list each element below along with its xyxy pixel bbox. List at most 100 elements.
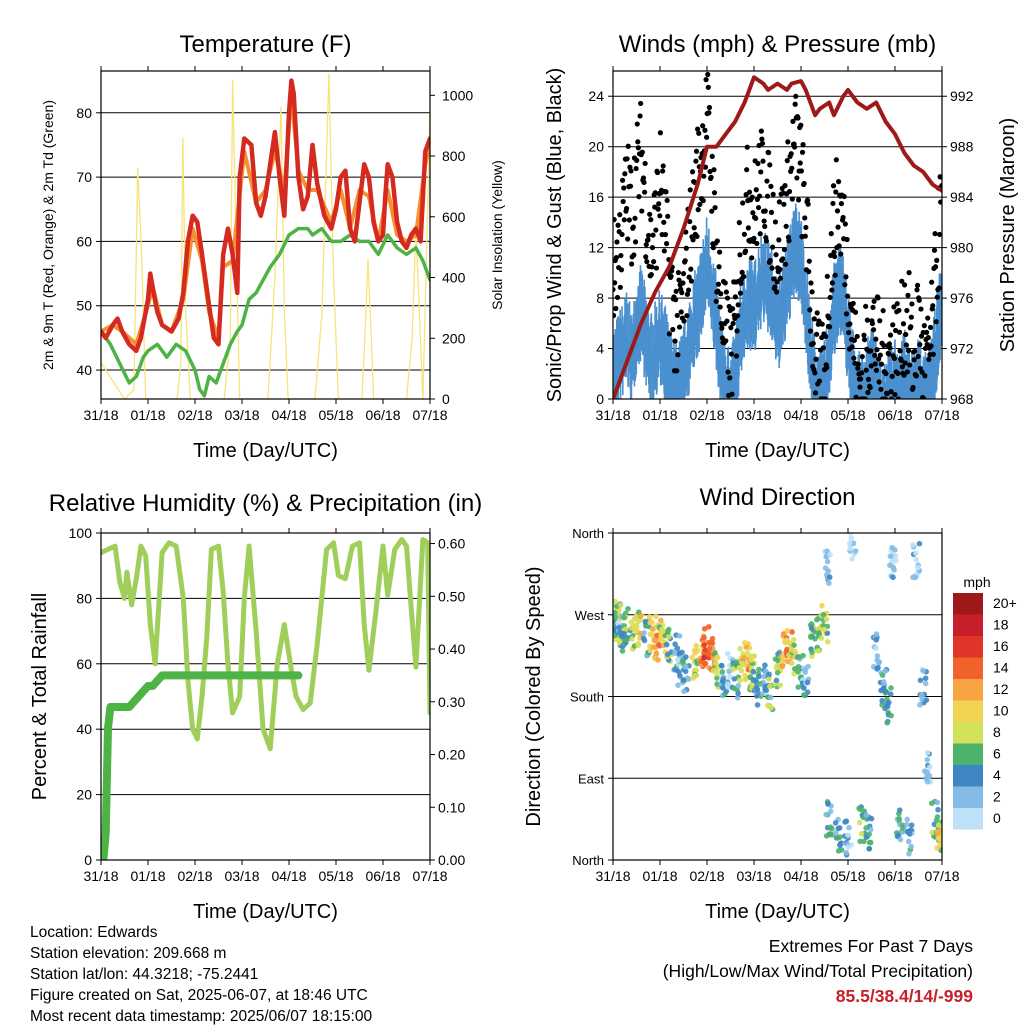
gust-point [709,153,715,160]
y-axis-label: Direction (Colored By Speed) [523,566,545,826]
gust-point [914,282,921,288]
gust-point [786,188,793,195]
gust-point [656,201,662,207]
legend-label: 6 [993,746,1001,762]
gust-point [859,370,865,376]
gust-point [762,208,768,214]
direction-point [779,658,786,665]
gust-point [661,219,667,225]
humidity-panel: 0 20 40 60 80 100 0.00 0.10 0.20 0.30 0.40 0.50 0.60… [29,490,482,923]
direction-point [888,685,894,691]
x-tick-label: 07/18 [412,407,447,423]
gust-point [734,328,740,334]
x-tick-label: 01/18 [130,868,165,884]
gust-point [663,189,669,195]
gust-point [889,373,895,379]
y2-tick-label: 0.50 [438,588,465,604]
direction-point [867,826,874,833]
gust-point [757,193,763,199]
gust-point [704,134,710,140]
gust-point [861,337,868,343]
y-tick-label: 80 [76,105,92,121]
direction-point [706,645,713,652]
direction-point [918,692,925,699]
gust-point [867,385,873,391]
gust-point [776,199,782,205]
panel-title: Relative Humidity (%) & Precipitation (i… [49,490,482,517]
gust-point [648,217,654,223]
legend-swatch [953,722,983,744]
gust-point [914,287,920,293]
x-tick-label: 05/18 [318,407,353,423]
direction-point [873,645,879,652]
gust-point [925,334,931,341]
y2-tick-label: 1000 [442,87,473,103]
direction-point [741,654,748,661]
gust-point [792,101,798,107]
panel-title: Winds (mph) & Pressure (mb) [619,31,936,58]
gust-point [882,396,889,399]
gust-point [829,287,835,293]
gust-point [705,84,711,90]
direction-point [816,631,822,637]
gust-point [649,244,656,251]
temp-9m-line [101,91,430,347]
gust-point [614,239,620,245]
gust-point [729,391,735,397]
gust-point [735,313,741,319]
gust-point [864,317,870,323]
gust-point [635,139,641,145]
y2-tick-label: 988 [950,139,974,155]
direction-point [772,656,779,662]
direction-point [809,653,815,659]
x-tick-label: 01/18 [642,407,677,423]
gust-point [764,193,771,199]
gust-point [706,104,713,111]
gust-point [745,225,751,231]
gust-point [670,326,676,333]
gust-point [619,231,625,238]
gust-point [732,294,738,300]
x-tick-label: 06/18 [877,407,912,423]
direction-point [822,565,829,571]
x-tick-label: 03/18 [224,868,259,884]
direction-point [826,580,832,587]
gust-point [662,231,669,238]
gust-point [872,352,878,358]
gust-point [718,291,724,297]
gust-point [641,189,648,195]
gust-point [896,329,903,335]
direction-point [625,606,631,612]
direction-point [906,851,912,857]
x-tick-label: 03/18 [736,407,771,423]
y2-tick-label: 980 [950,240,974,256]
gust-point [625,236,631,242]
direction-point [682,663,689,670]
gust-point [908,324,914,330]
gust-point [790,118,796,124]
direction-point [731,685,738,692]
direction-point [826,831,833,838]
y2-tick-label: 0.30 [438,694,465,710]
direction-point [623,636,630,643]
gust-point [829,280,835,286]
gust-point [862,396,868,399]
gust-point [892,327,899,334]
gust-point [700,198,706,204]
direction-point [725,681,731,687]
gust-point [828,252,834,259]
gust-point [683,245,689,251]
direction-point [827,808,834,815]
gust-point [631,252,637,258]
direction-point [665,634,672,640]
plot-border [100,70,431,400]
direction-point [773,677,780,684]
precipitation-line [101,671,303,860]
direction-point [795,684,802,690]
gust-point [795,197,802,203]
gust-point [933,319,939,325]
gust-point [868,348,874,354]
extremes-title: Extremes For Past 7 Days [768,936,973,956]
direction-point [900,824,906,831]
direction-point [653,613,659,620]
